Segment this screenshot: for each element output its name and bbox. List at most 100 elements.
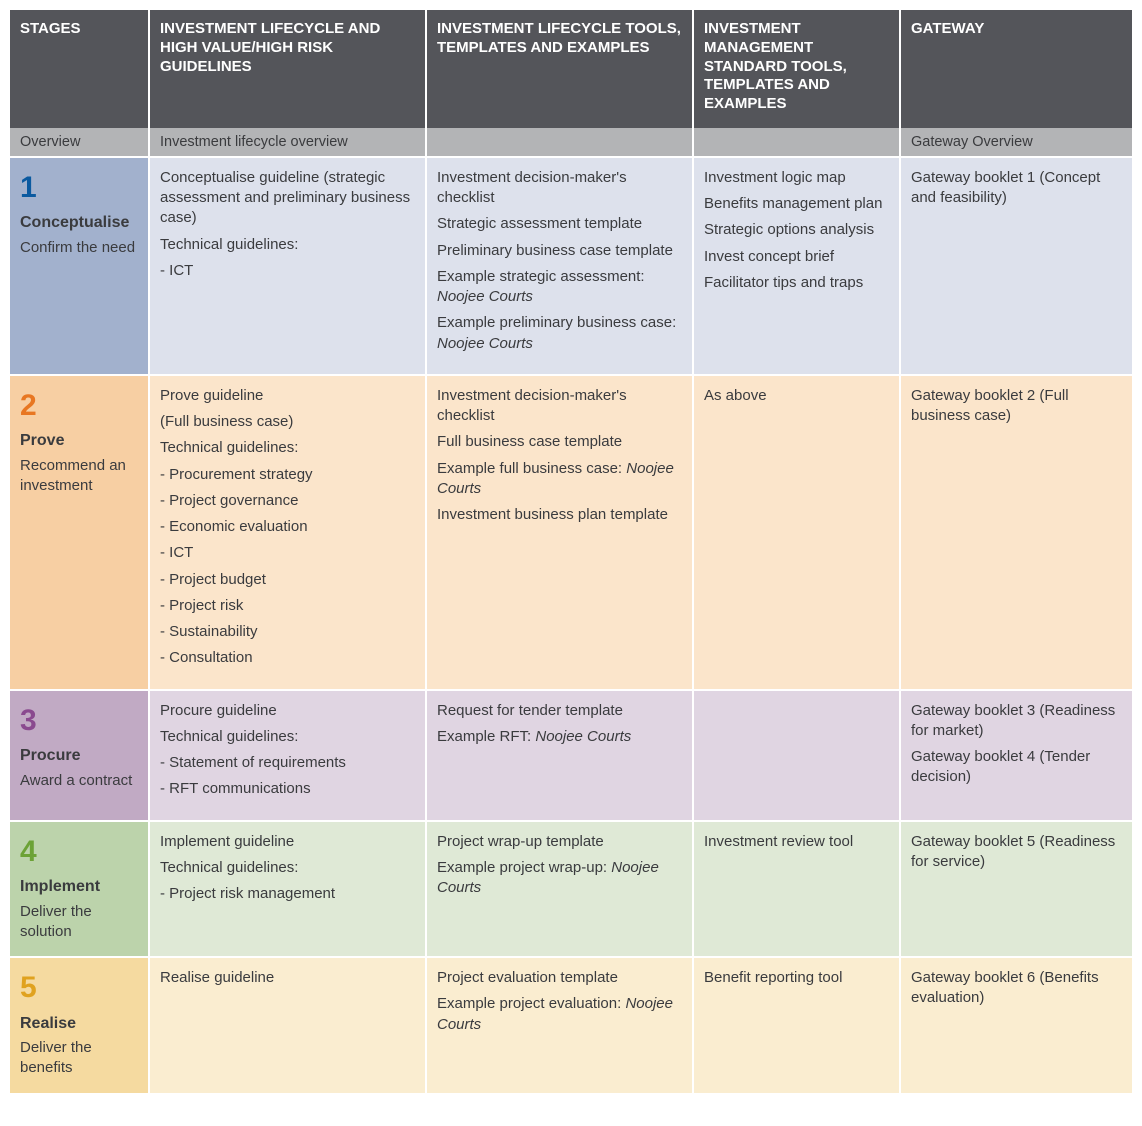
list-item: Full business case template [437,432,682,452]
stage-subtitle: Award a contract [20,771,138,791]
investment-lifecycle-table: STAGES INVESTMENT LIFECYCLE AND HIGH VAL… [10,10,1132,1093]
stage-number: 5 [20,968,138,1009]
list-item: Technical guidelines: [160,438,415,458]
table-cell: Benefit reporting tool [694,956,901,1093]
table-cell: Investment decision-maker's checklist Ful… [427,374,694,689]
stage-number: 1 [20,168,138,209]
list-item: Gateway booklet 5 (Readiness for service… [911,832,1122,873]
table-cell [694,689,901,820]
list-item: - RFT communications [160,779,415,799]
list-item: Implement guideline [160,832,415,852]
stage-number: 2 [20,386,138,427]
stage-cell-prove: 2 Prove Recommend an investment [10,374,150,689]
table-cell: Gateway booklet 6 (Benefits evaluation) [901,956,1132,1093]
list-item: Facilitator tips and traps [704,273,889,293]
list-item: Technical guidelines: [160,858,415,878]
column-header-guidelines: INVESTMENT LIFECYCLE AND HIGH VALUE/HIGH… [150,10,427,128]
list-item: Gateway booklet 4 (Tender decision) [911,747,1122,788]
table-cell: Project evaluation template Example proje… [427,956,694,1093]
table-cell: Investment review tool [694,820,901,957]
column-header-gateway: GATEWAY [901,10,1132,128]
table-cell: Implement guideline Technical guidelines:… [150,820,427,957]
list-item: Technical guidelines: [160,727,415,747]
list-item: Example project wrap-up: Noojee Courts [437,858,682,899]
list-item: Example strategic assessment: Noojee Cou… [437,267,682,308]
table-cell: Gateway booklet 1 (Concept and feasibili… [901,156,1132,374]
table-cell: Prove guideline(Full business case)Techn… [150,374,427,689]
list-item: Strategic assessment template [437,214,682,234]
subheader-empty-2 [694,128,901,156]
stage-title: Procure [20,745,138,767]
list-item: Benefits management plan [704,194,889,214]
subheader-empty-1 [427,128,694,156]
stage-title: Prove [20,430,138,452]
list-item: Invest concept brief [704,247,889,267]
stage-cell-procure: 3 Procure Award a contract [10,689,150,820]
list-item: - Statement of requirements [160,753,415,773]
table-cell: Request for tender template Example RFT: … [427,689,694,820]
list-item: Example full business case: Noojee Court… [437,459,682,500]
table-cell: Project wrap-up template Example project … [427,820,694,957]
stage-number: 4 [20,832,138,873]
column-header-mgmt-tools: INVESTMENT MANAGEMENT STANDARD TOOLS, TE… [694,10,901,128]
column-header-tools: INVESTMENT LIFECYCLE TOOLS, TEMPLATES AN… [427,10,694,128]
list-item: Conceptualise guideline (strategic asses… [160,168,415,229]
subheader-overview: Overview [10,128,150,156]
list-item: Preliminary business case template [437,241,682,261]
list-item: Example RFT: Noojee Courts [437,727,682,747]
table-cell: Gateway booklet 5 (Readiness for service… [901,820,1132,957]
list-item: Investment review tool [704,832,889,852]
list-item: Procure guideline [160,701,415,721]
list-item: - Project risk management [160,884,415,904]
list-item: Investment business plan template [437,505,682,525]
list-item: Gateway booklet 2 (Full business case) [911,386,1122,427]
list-item: Project evaluation template [437,968,682,988]
stage-cell-realise: 5 Realise Deliver the benefits [10,956,150,1093]
stage-subtitle: Deliver the benefits [20,1038,138,1079]
list-item: - Sustainability [160,622,415,642]
list-item: - Project risk [160,596,415,616]
subheader-gateway-overview: Gateway Overview [901,128,1132,156]
list-item: Investment decision-maker's checklist [437,386,682,427]
list-item: Gateway booklet 1 (Concept and feasibili… [911,168,1122,209]
table-cell: Investment logic map Benefits management … [694,156,901,374]
list-item: Gateway booklet 6 (Benefits evaluation) [911,968,1122,1009]
list-item: - Project budget [160,570,415,590]
list-item: Example project evaluation: Noojee Court… [437,994,682,1035]
stage-subtitle: Confirm the need [20,238,138,258]
stage-title: Realise [20,1013,138,1035]
list-item: Investment logic map [704,168,889,188]
table-cell: Realise guideline [150,956,427,1093]
stage-number: 3 [20,701,138,742]
list-item: Realise guideline [160,968,415,988]
stage-cell-conceptualise: 1 Conceptualise Confirm the need [10,156,150,374]
list-item: - Project governance [160,491,415,511]
stage-title: Conceptualise [20,212,138,234]
table-cell: Investment decision-maker's checklist Str… [427,156,694,374]
stage-subtitle: Recommend an investment [20,456,138,497]
list-item: - ICT [160,261,415,281]
list-item: Technical guidelines: [160,235,415,255]
list-item: Gateway booklet 3 (Readiness for market) [911,701,1122,742]
list-item: - ICT [160,543,415,563]
table-cell: Procure guideline Technical guidelines: - … [150,689,427,820]
list-item: Benefit reporting tool [704,968,889,988]
stage-subtitle: Deliver the solution [20,902,138,943]
list-item: Request for tender template [437,701,682,721]
list-item: Project wrap-up template [437,832,682,852]
list-item: - Economic evaluation [160,517,415,537]
table-cell: Gateway booklet 2 (Full business case) [901,374,1132,689]
list-item: As above [704,386,889,406]
list-item: - Consultation [160,648,415,668]
table-cell: Gateway booklet 3 (Readiness for market)… [901,689,1132,820]
stage-title: Implement [20,876,138,898]
table-cell: Conceptualise guideline (strategic asses… [150,156,427,374]
list-item: Investment decision-maker's checklist [437,168,682,209]
list-item: (Full business case) [160,412,415,432]
list-item: Strategic options analysis [704,220,889,240]
column-header-stages: STAGES [10,10,150,128]
list-item: - Procurement strategy [160,465,415,485]
list-item: Example preliminary business case: Nooje… [437,313,682,354]
subheader-lifecycle-overview: Investment lifecycle overview [150,128,427,156]
table-cell: As above [694,374,901,689]
